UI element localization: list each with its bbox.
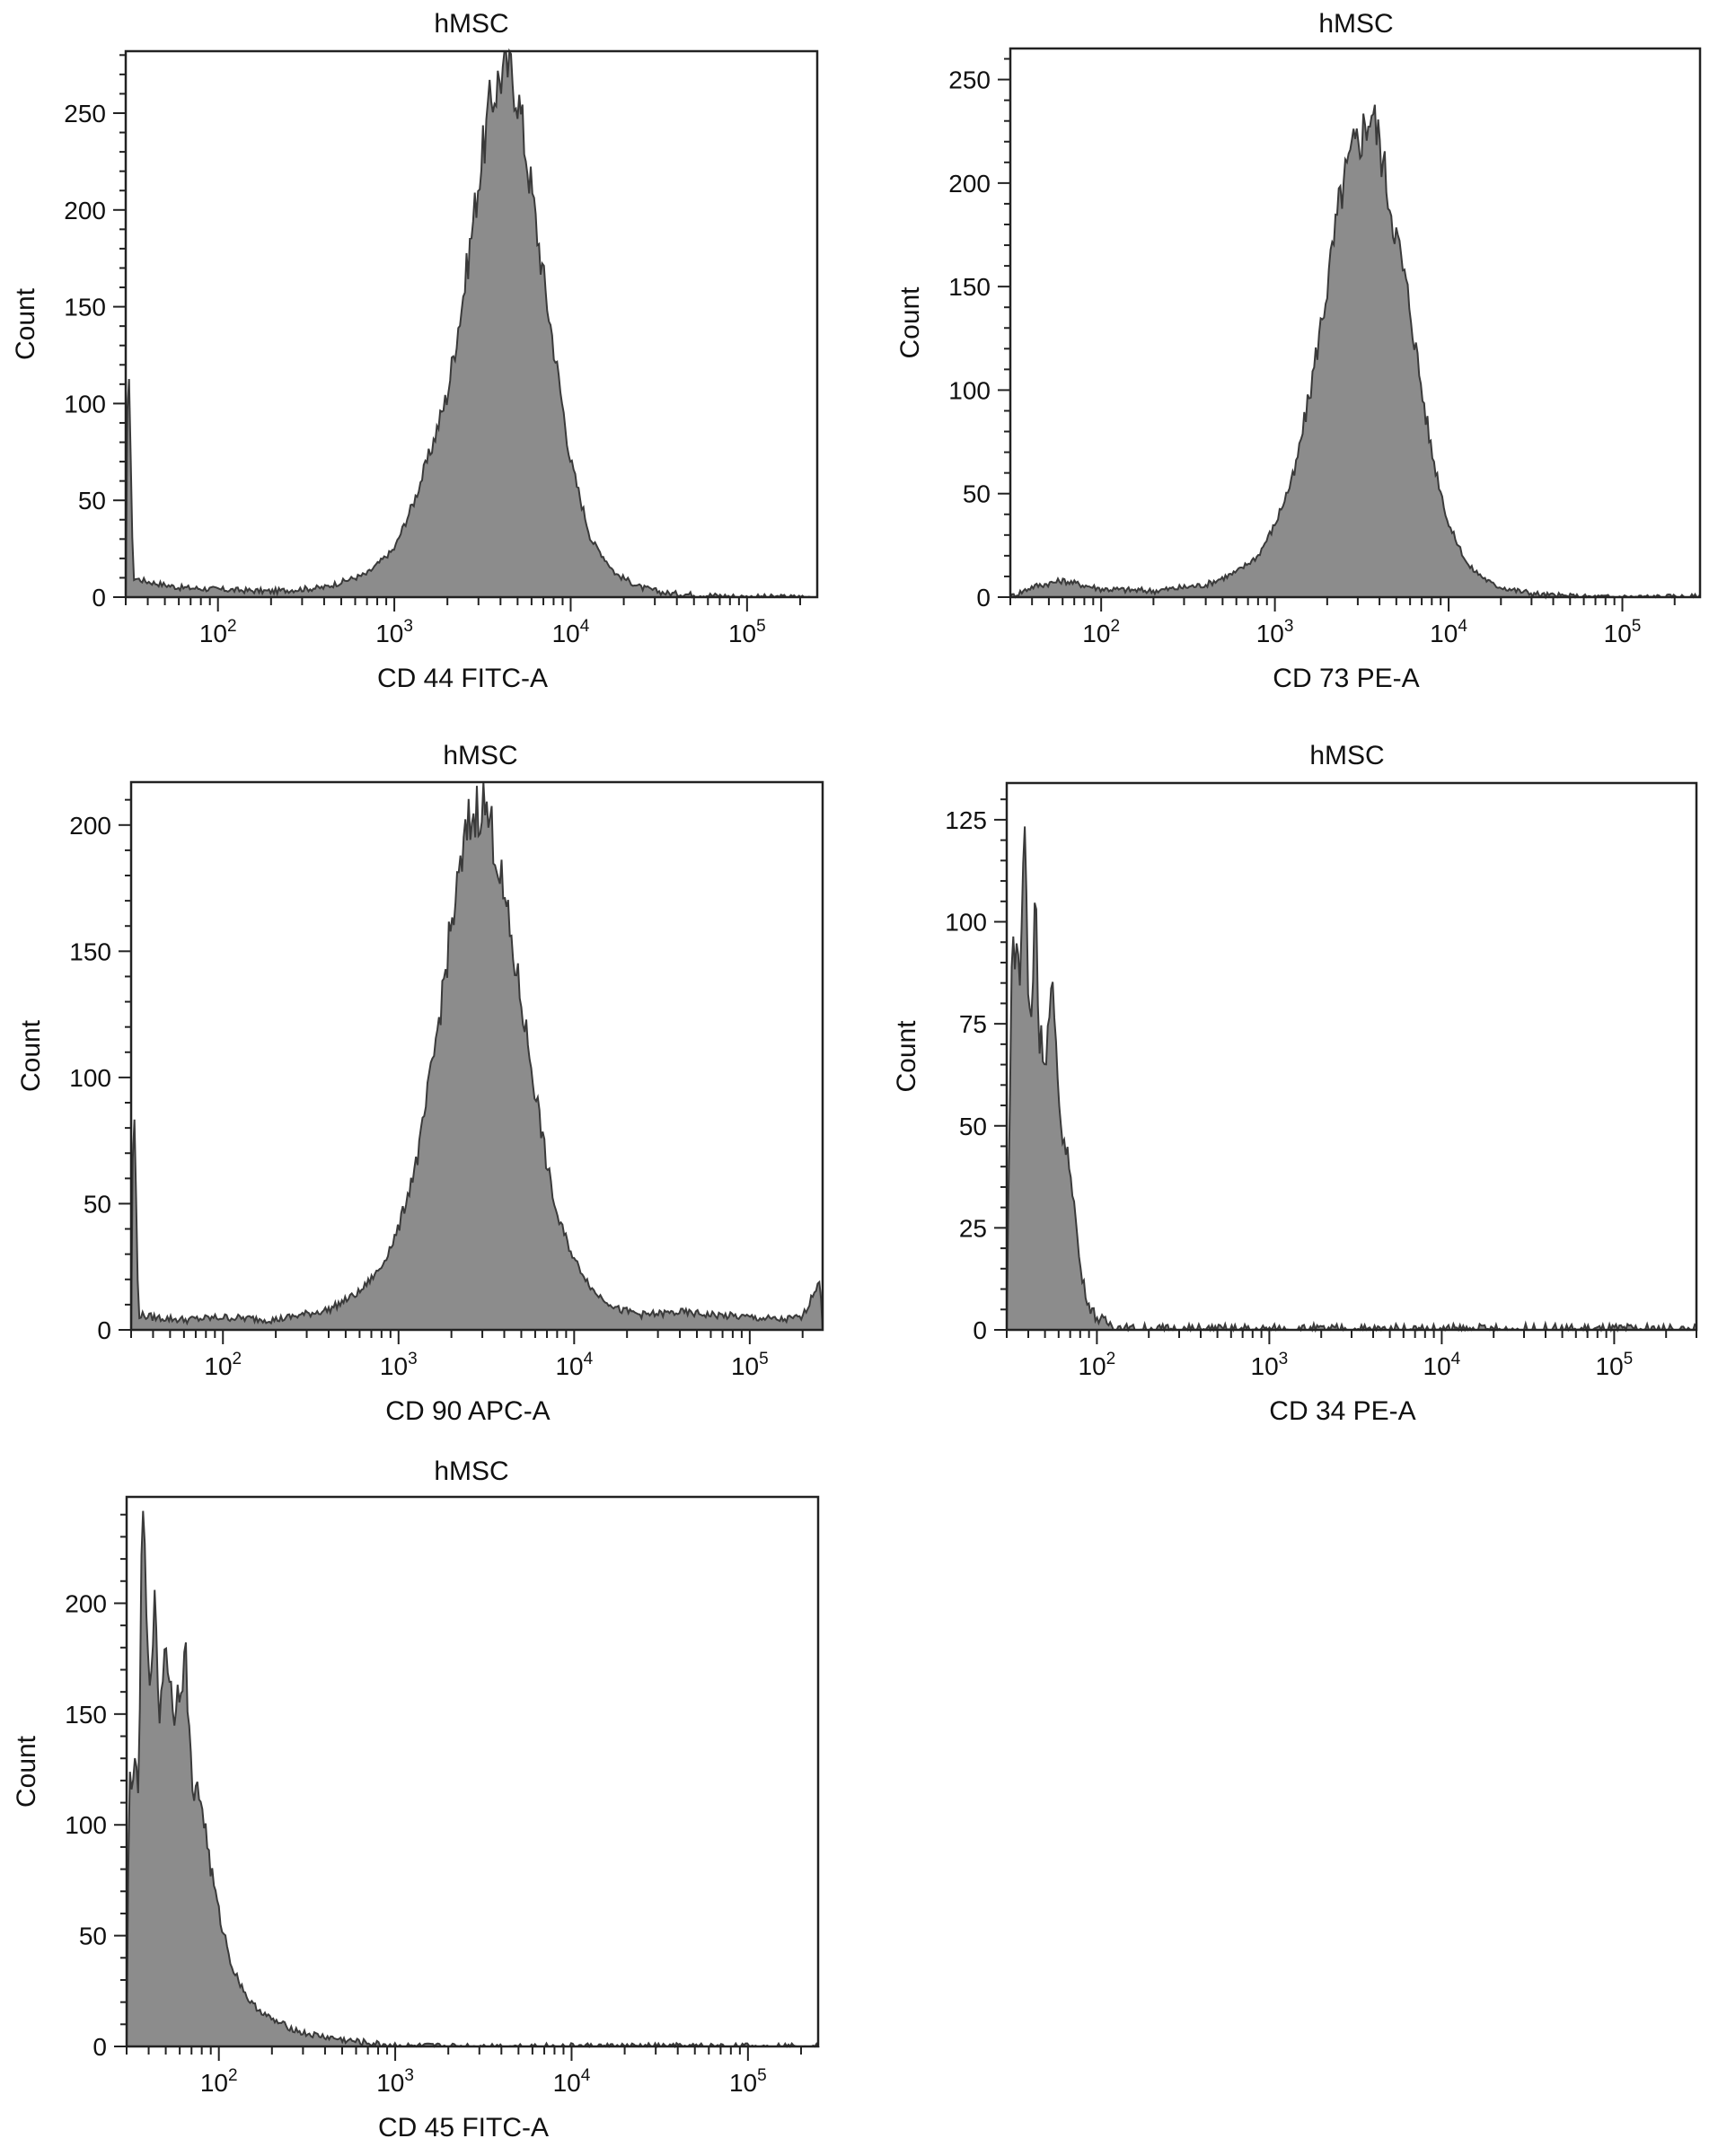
y-tick-label: 0 xyxy=(92,584,106,612)
y-tick-label: 25 xyxy=(959,1214,987,1242)
plot-frame xyxy=(125,1495,820,2048)
y-tick-label: 250 xyxy=(948,66,991,94)
y-tick-label: 50 xyxy=(78,487,106,515)
y-tick-label: 50 xyxy=(959,1113,987,1140)
y-tick-label: 0 xyxy=(97,1316,111,1344)
y-tick-label: 100 xyxy=(69,1064,111,1092)
x-tick-label: 102 xyxy=(1079,1350,1116,1380)
y-tick-label: 50 xyxy=(84,1190,111,1218)
panel-title: hMSC xyxy=(443,741,517,770)
plot-frame xyxy=(124,49,819,599)
x-axis-label: CD 90 APC-A xyxy=(385,1396,550,1426)
y-axis-label: Count xyxy=(11,287,40,360)
x-tick-label: 105 xyxy=(1596,1350,1634,1380)
histogram-area xyxy=(1009,104,1701,600)
y-tick-label: 0 xyxy=(93,2033,107,2061)
x-tick-label: 104 xyxy=(552,617,590,647)
y-axis-label: Count xyxy=(892,1020,921,1093)
histogram-panel-2: hMSC 0 50 100 150 200 250 102 103 104 105 CD 73 PE-… xyxy=(895,9,1702,693)
histogram-panel-1: hMSC 0 50 100 150 200 250 102 103 104 105 CD 44 FIT… xyxy=(11,9,819,693)
x-tick-label: 102 xyxy=(1082,617,1120,647)
histogram-area xyxy=(126,1510,820,2049)
y-tick-label: 150 xyxy=(65,1701,107,1729)
x-tick-label: 103 xyxy=(1256,617,1294,647)
x-axis-label: CD 73 PE-A xyxy=(1273,664,1419,693)
y-tick-label: 100 xyxy=(945,909,987,937)
y-tick-label: 200 xyxy=(65,1589,107,1617)
panel-title: hMSC xyxy=(434,9,508,39)
y-tick-label: 200 xyxy=(69,812,111,840)
histogram-area xyxy=(125,48,817,599)
y-tick-label: 0 xyxy=(973,1316,987,1344)
x-tick-label: 103 xyxy=(380,1350,418,1380)
x-tick-label: 103 xyxy=(375,617,413,647)
x-tick-label: 102 xyxy=(204,1350,242,1380)
y-tick-label: 50 xyxy=(79,1923,107,1950)
x-tick-label: 103 xyxy=(376,2066,414,2097)
histogram-panel-5: hMSC 0 50 100 150 200 102 103 104 105 CD 45 FITC-A… xyxy=(12,1456,820,2143)
plot-frame xyxy=(1005,781,1698,1332)
x-tick-label: 102 xyxy=(200,2066,238,2097)
histogram-area xyxy=(129,781,824,1331)
y-axis-label: Count xyxy=(895,286,925,359)
histogram-area xyxy=(1006,826,1697,1333)
x-tick-label: 104 xyxy=(1423,1350,1461,1380)
y-axis-label: Count xyxy=(16,1019,46,1092)
panel-title: hMSC xyxy=(1318,9,1393,39)
x-tick-label: 104 xyxy=(553,2066,591,2097)
y-tick-label: 150 xyxy=(948,273,991,301)
plot-frame xyxy=(129,780,824,1332)
x-tick-label: 105 xyxy=(731,1350,769,1380)
x-axis-label: CD 34 PE-A xyxy=(1269,1396,1415,1426)
plot-frame xyxy=(1009,47,1702,599)
x-tick-label: 105 xyxy=(729,2066,767,2097)
y-axis-label: Count xyxy=(12,1735,41,1808)
panel-title: hMSC xyxy=(1309,741,1384,770)
histogram-panel-4: hMSC 0 25 50 75 100 125 102 103 104 105 CD 34 PE-A C… xyxy=(892,741,1698,1426)
x-tick-label: 103 xyxy=(1251,1350,1289,1380)
y-tick-label: 50 xyxy=(963,480,991,508)
y-tick-label: 100 xyxy=(948,376,991,404)
y-tick-label: 250 xyxy=(64,100,106,128)
panel-title: hMSC xyxy=(434,1456,508,1486)
x-axis-label: CD 44 FITC-A xyxy=(377,664,548,693)
y-tick-label: 200 xyxy=(948,170,991,198)
y-tick-label: 200 xyxy=(64,197,106,224)
y-tick-label: 125 xyxy=(945,806,987,834)
x-tick-label: 105 xyxy=(728,617,766,647)
y-tick-label: 150 xyxy=(64,294,106,321)
y-tick-label: 100 xyxy=(65,1811,107,1839)
x-tick-label: 104 xyxy=(1430,617,1467,647)
x-axis-label: CD 45 FITC-A xyxy=(378,2113,549,2143)
y-tick-label: 75 xyxy=(959,1010,987,1038)
x-tick-label: 102 xyxy=(199,617,237,647)
y-tick-label: 100 xyxy=(64,390,106,418)
y-tick-label: 0 xyxy=(976,584,991,612)
x-tick-label: 105 xyxy=(1604,617,1642,647)
y-tick-label: 150 xyxy=(69,937,111,965)
x-tick-label: 104 xyxy=(555,1350,593,1380)
histogram-panel-3: hMSC 0 50 100 150 200 102 103 104 105 CD 90 APC-A C… xyxy=(16,741,824,1426)
